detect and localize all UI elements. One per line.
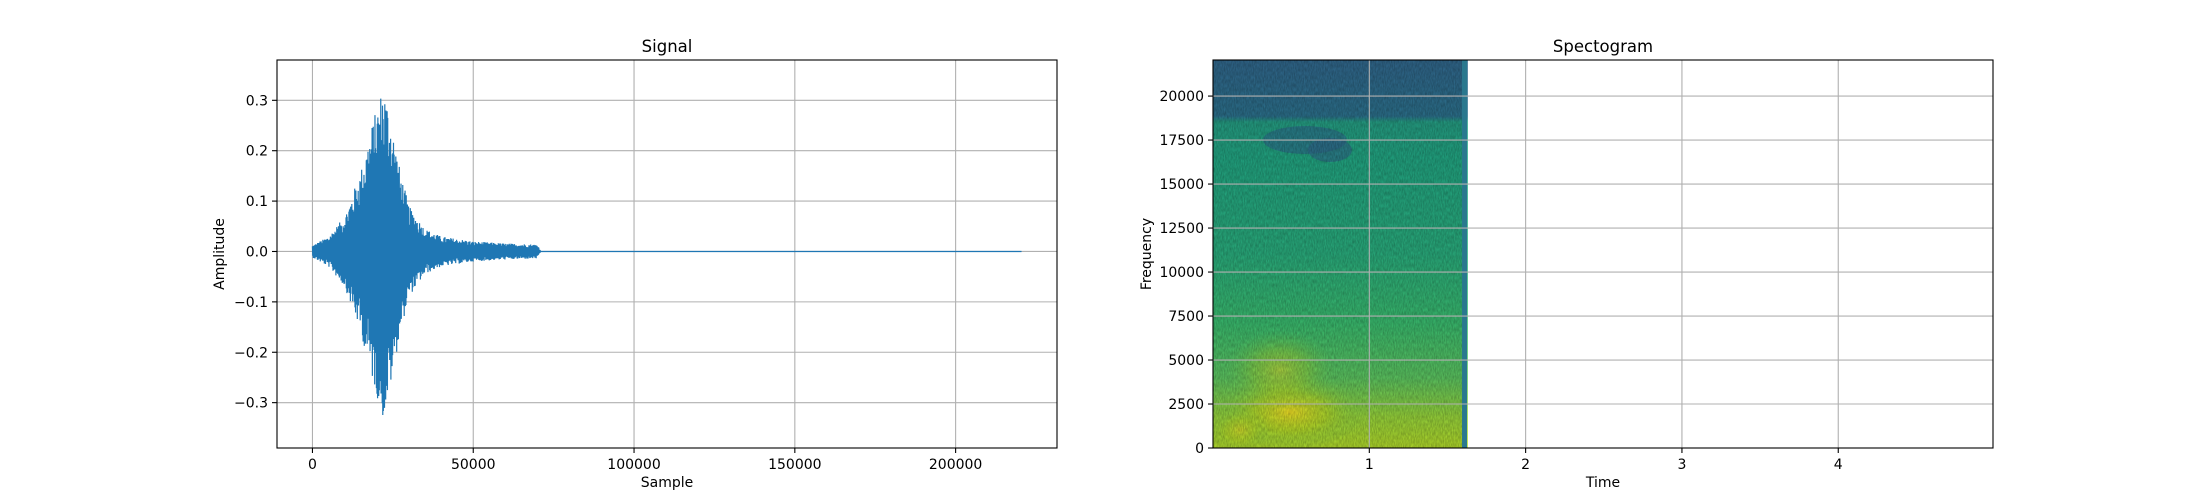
signal-y-tick-label: 0.0 — [246, 244, 268, 260]
signal-y-tick-label: −0.3 — [234, 396, 268, 412]
spectrogram-y-tick-label: 0 — [1195, 441, 1204, 457]
signal-x-tick-label: 150000 — [768, 457, 821, 473]
spectrogram-y-tick-label: 15000 — [1159, 177, 1204, 193]
spectrogram-title: Spectogram — [1553, 37, 1653, 56]
signal-x-tick-label: 200000 — [929, 457, 982, 473]
spectrogram-x-label: Time — [1585, 475, 1620, 491]
signal-axes-frame — [276, 59, 1058, 449]
signal-plot: 0 50000 100000 150000 200000 −0.3 −0.2 −0.1 0.0… — [212, 37, 1058, 491]
spectrogram-y-tick-label: 5000 — [1168, 353, 1204, 369]
spectrogram-y-tick-label: 12500 — [1159, 221, 1204, 237]
signal-title: Signal — [642, 37, 693, 56]
signal-x-tick-label: 0 — [308, 457, 317, 473]
spectrogram-image — [1213, 60, 1468, 448]
signal-y-tick-label: −0.2 — [234, 345, 268, 361]
spectrogram-y-tick-label: 2500 — [1168, 397, 1204, 413]
signal-x-label: Sample — [641, 475, 694, 491]
signal-waveform — [311, 98, 1022, 415]
signal-x-tick-label: 50000 — [451, 457, 496, 473]
spectrogram-y-tick-label: 7500 — [1168, 309, 1204, 325]
spectrogram-plot: 1 2 3 4 0 2500 5000 7500 10000 12500 15000 17500 20… — [1139, 37, 1994, 491]
spectrogram-y-tick-label: 10000 — [1159, 265, 1204, 281]
signal-x-tick-label: 100000 — [607, 457, 660, 473]
signal-y-ticks: −0.3 −0.2 −0.1 0.0 0.1 0.2 0.3 — [234, 93, 277, 412]
spectrogram-x-tick-label: 4 — [1834, 457, 1843, 473]
signal-y-tick-label: 0.1 — [246, 194, 268, 210]
spectrogram-x-tick-label: 1 — [1365, 457, 1374, 473]
signal-y-tick-label: −0.1 — [234, 295, 268, 311]
spectrogram-x-ticks: 1 2 3 4 — [1365, 448, 1843, 473]
spectrogram-x-tick-label: 2 — [1521, 457, 1530, 473]
spectrogram-y-label: Frequency — [1139, 218, 1155, 290]
spectrogram-y-tick-label: 17500 — [1159, 133, 1204, 149]
spectrogram-y-tick-label: 20000 — [1159, 89, 1204, 105]
signal-x-ticks: 0 50000 100000 150000 200000 — [308, 448, 982, 473]
spectrogram-y-ticks: 0 2500 5000 7500 10000 12500 15000 17500 20000 — [1159, 89, 1213, 457]
signal-y-tick-label: 0.3 — [246, 93, 268, 109]
spectrogram-axes-frame — [1212, 59, 1994, 449]
spectrogram-x-tick-label: 3 — [1677, 457, 1686, 473]
signal-y-label: Amplitude — [212, 218, 228, 290]
signal-y-tick-label: 0.2 — [246, 144, 268, 160]
